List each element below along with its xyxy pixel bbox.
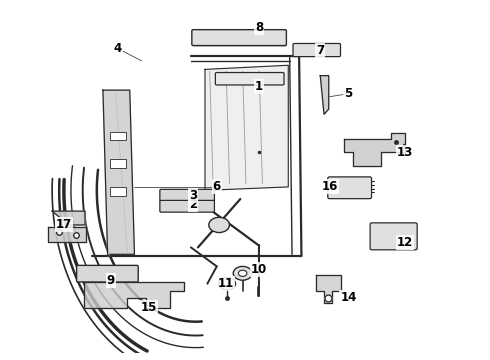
Polygon shape xyxy=(316,275,342,303)
Circle shape xyxy=(209,217,229,233)
Text: 14: 14 xyxy=(340,291,357,304)
Text: 2: 2 xyxy=(189,198,197,211)
Text: 7: 7 xyxy=(316,44,324,57)
Text: 13: 13 xyxy=(397,146,413,159)
Text: 3: 3 xyxy=(189,189,197,202)
Text: 10: 10 xyxy=(251,264,267,276)
Text: 5: 5 xyxy=(344,87,353,100)
FancyBboxPatch shape xyxy=(216,72,284,85)
Text: 9: 9 xyxy=(107,274,115,287)
Polygon shape xyxy=(52,211,85,225)
Text: 12: 12 xyxy=(397,236,413,249)
Bar xyxy=(110,187,126,195)
FancyBboxPatch shape xyxy=(76,265,138,282)
Polygon shape xyxy=(84,282,184,308)
Text: 8: 8 xyxy=(255,22,263,35)
Text: 16: 16 xyxy=(321,180,338,193)
Polygon shape xyxy=(205,65,288,190)
Polygon shape xyxy=(103,90,134,256)
Text: 17: 17 xyxy=(56,219,72,231)
FancyBboxPatch shape xyxy=(160,201,215,212)
FancyBboxPatch shape xyxy=(160,189,215,201)
Circle shape xyxy=(239,270,247,276)
Polygon shape xyxy=(49,227,86,242)
FancyBboxPatch shape xyxy=(328,177,371,199)
Bar xyxy=(110,159,126,168)
Bar xyxy=(110,132,126,140)
Circle shape xyxy=(233,266,252,280)
Text: 15: 15 xyxy=(140,301,157,314)
FancyBboxPatch shape xyxy=(370,223,417,250)
Circle shape xyxy=(219,278,236,290)
Text: 4: 4 xyxy=(114,42,122,55)
FancyBboxPatch shape xyxy=(293,44,341,57)
Text: 6: 6 xyxy=(213,180,221,193)
Text: 1: 1 xyxy=(255,80,263,93)
Polygon shape xyxy=(320,76,329,114)
FancyBboxPatch shape xyxy=(192,30,286,46)
Text: 11: 11 xyxy=(218,277,234,290)
Polygon shape xyxy=(344,133,405,166)
